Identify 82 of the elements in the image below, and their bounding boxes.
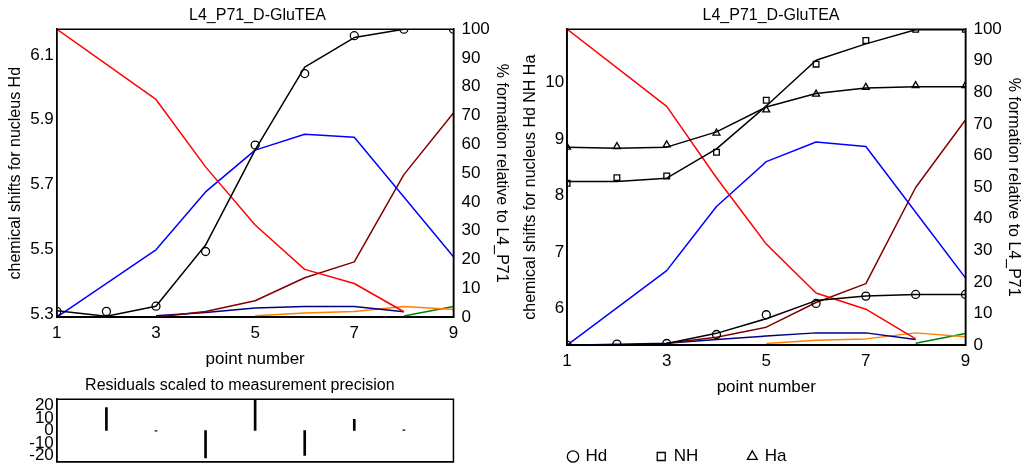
point	[811, 298, 821, 309]
y2-tick-label: 80	[461, 76, 481, 96]
bar	[303, 430, 307, 456]
y2-tick-label: 50	[973, 176, 993, 196]
x-axis-title: point number	[205, 349, 306, 369]
y2-tick-label: 30	[461, 220, 481, 240]
y2-axis-title: % formation relative to L4_P71	[1004, 77, 1023, 297]
x-tick-label: 9	[448, 323, 459, 343]
x-tick-label: 1	[52, 323, 62, 343]
point	[762, 105, 771, 113]
point	[200, 246, 211, 257]
point	[812, 60, 820, 68]
y-tick-label: 7	[554, 241, 565, 261]
y2-tick-label: 70	[973, 113, 993, 133]
y2-tick-label: 90	[461, 47, 481, 67]
y2-tick-label: 10	[461, 278, 481, 298]
x-tick-label: 7	[861, 351, 871, 371]
x-tick-label: 9	[960, 351, 971, 371]
point	[613, 174, 621, 182]
point	[713, 148, 720, 156]
y2-tick-label: 20	[461, 249, 481, 269]
y2-tick-label: 70	[461, 105, 481, 125]
y-tick-label: 9	[554, 128, 565, 148]
y2-tick-label: 100	[461, 18, 490, 38]
point	[349, 31, 359, 41]
x-tick-label: 7	[349, 323, 360, 343]
point	[662, 140, 671, 148]
y2-axis-title: % formation relative to L4_P71	[492, 63, 511, 283]
x-tick-label: 3	[151, 323, 161, 343]
point	[911, 289, 921, 300]
legend-label: Ha	[764, 446, 788, 466]
point	[762, 96, 770, 104]
y2-tick-label: 50	[461, 162, 481, 182]
y2-tick-label: 60	[461, 134, 481, 154]
y-tick-label: 6	[554, 298, 565, 318]
y2-tick-label: 0	[461, 306, 471, 326]
x-tick-label: 3	[661, 351, 672, 371]
y2-tick-label: 10	[973, 303, 993, 323]
y2-tick-label: 30	[973, 240, 993, 260]
point	[711, 329, 722, 340]
y2-tick-label: 80	[973, 82, 993, 102]
legend-label: NH	[673, 446, 699, 466]
y-axis-title: chemical shifts for nucleus Hd	[6, 66, 24, 280]
point	[861, 82, 870, 90]
point	[862, 37, 870, 44]
y2-tick-label: 90	[973, 50, 993, 70]
point	[761, 310, 771, 320]
y-tick-label: 5.7	[30, 174, 54, 194]
y-axis-title: chemical shifts for nucleus Hd NH Ha	[521, 54, 539, 320]
y2-tick-label: 60	[973, 145, 993, 165]
point	[911, 80, 920, 89]
chart-title: Residuals scaled to measurement precision	[85, 376, 395, 394]
y-tick-label: 8	[554, 185, 565, 205]
x-tick-label: 5	[761, 351, 772, 371]
y-tick-label: 10	[545, 72, 565, 92]
point	[612, 141, 622, 150]
legend-label: Hd	[585, 446, 608, 466]
y2-tick-label: 100	[973, 18, 1002, 38]
point	[663, 172, 671, 180]
point	[300, 68, 310, 79]
y2-tick-label: 20	[973, 271, 993, 291]
point	[861, 291, 871, 301]
y-tick-label: 5.5	[30, 238, 54, 258]
x-tick-label: 1	[562, 351, 572, 371]
chart-title: L4_P71_D-GluTEA	[702, 6, 840, 25]
point	[101, 306, 112, 317]
y2-tick-label: 40	[973, 208, 993, 228]
point	[250, 140, 260, 150]
bar	[105, 407, 108, 431]
y-tick-label: 5.9	[30, 109, 54, 129]
point	[151, 301, 161, 311]
point	[811, 89, 821, 97]
y-tick-label: 5.3	[30, 303, 54, 323]
x-axis-title: point number	[716, 377, 817, 397]
bar	[352, 418, 356, 431]
chart-title: L4_P71_D-GluTEA	[189, 6, 327, 25]
y-tick-label: 6.1	[30, 44, 54, 64]
bar	[204, 430, 207, 459]
x-tick-label: 5	[250, 323, 260, 343]
y2-tick-label: 40	[461, 191, 481, 211]
point	[712, 128, 721, 136]
y2-tick-label: 0	[973, 334, 983, 354]
